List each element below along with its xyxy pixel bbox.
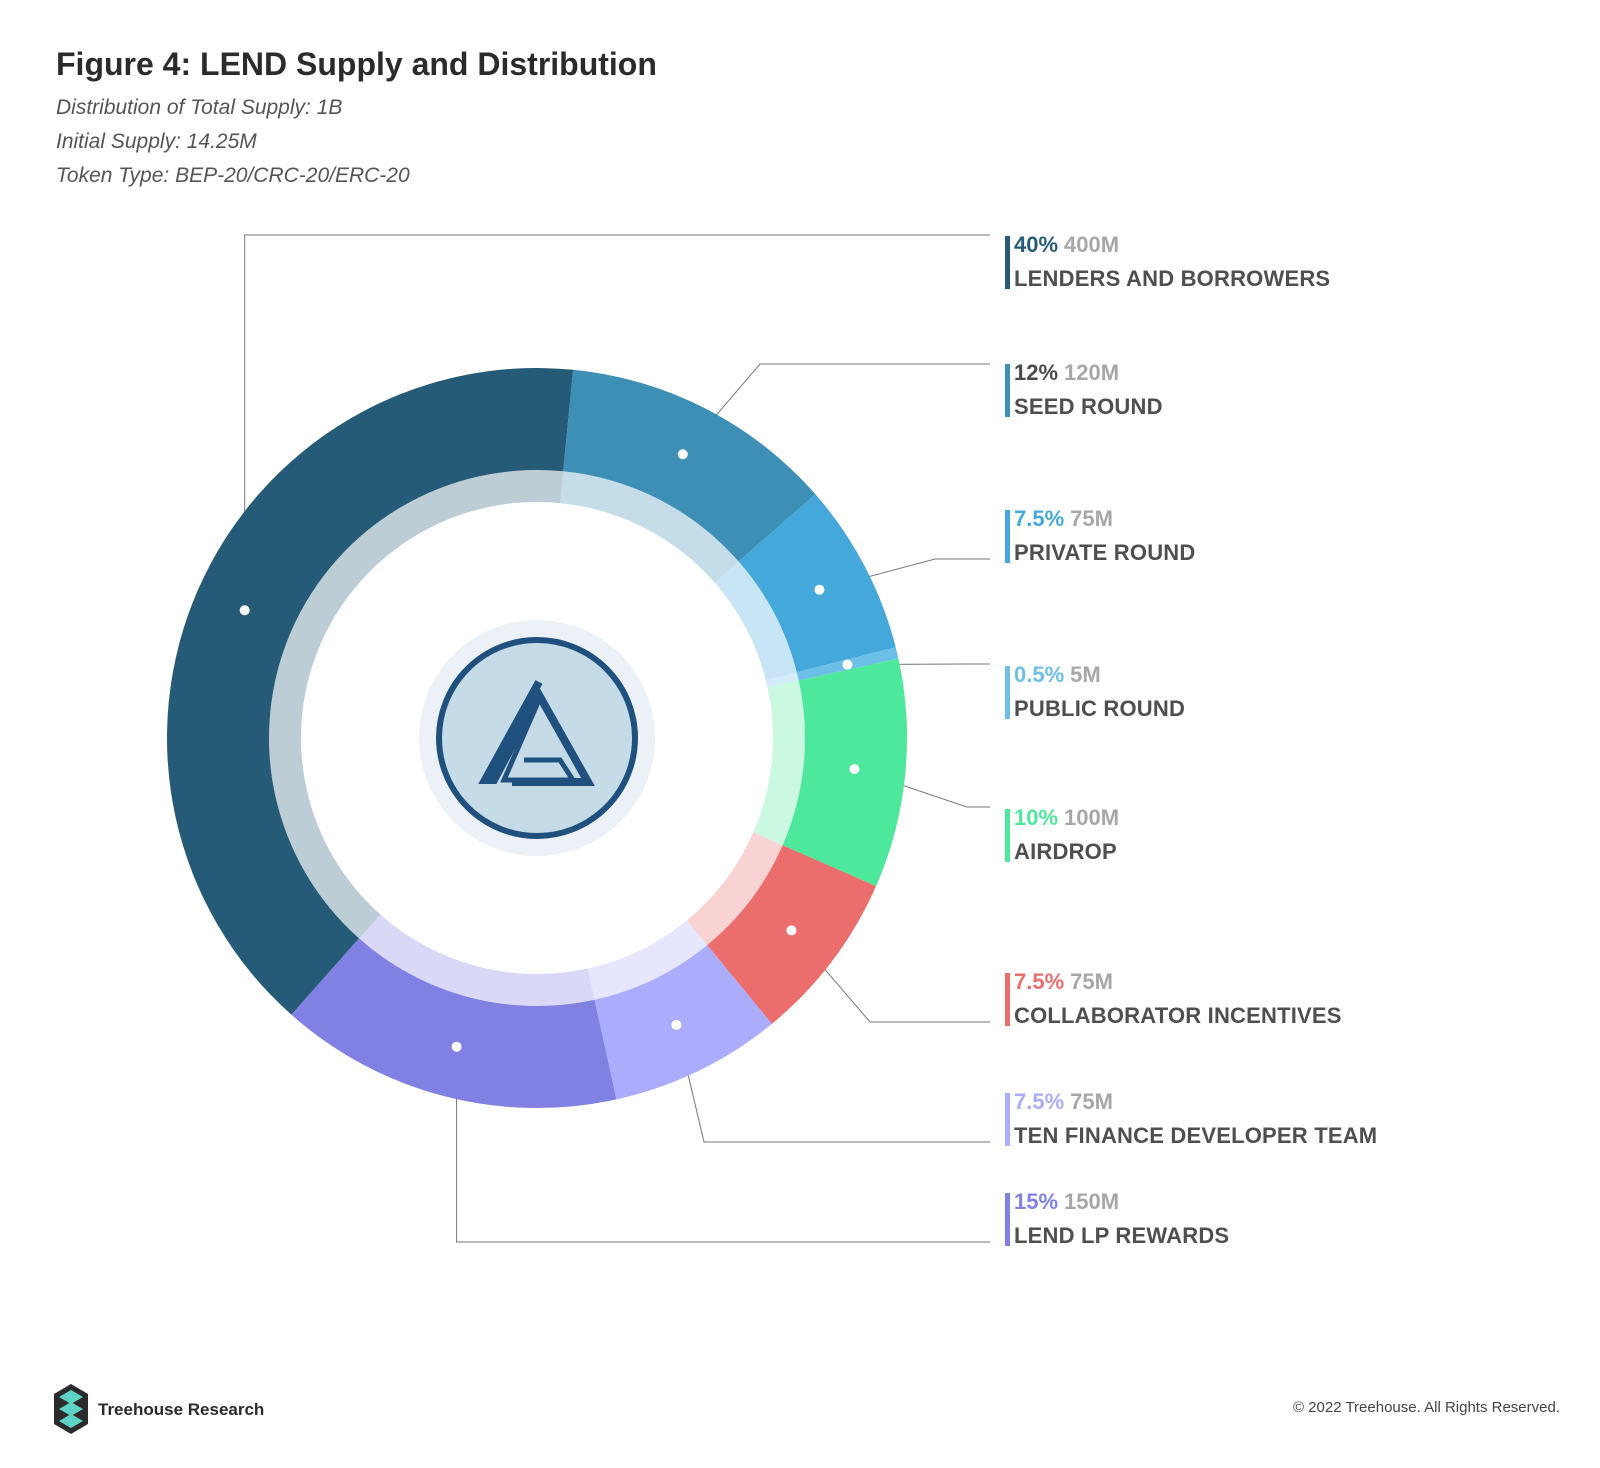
slice-seed-round <box>563 369 816 562</box>
slice-lenders-and-borrowers <box>166 368 574 1015</box>
chart-header: Figure 4: LEND Supply and Distribution D… <box>56 46 657 193</box>
legend-color-bar <box>1005 510 1010 563</box>
legend-amount: 400M <box>1064 232 1120 257</box>
treehouse-logo-icon <box>54 1384 88 1434</box>
legend-item-lenders-and-borrowers: 40% 400M LENDERS AND BORROWERS <box>1005 232 1331 292</box>
legend-percent: 7.5% <box>1014 506 1065 531</box>
footer-brand: Treehouse Research <box>54 1384 264 1436</box>
legend-item-seed-round: 12% 120M SEED ROUND <box>1005 360 1163 420</box>
marker-ten-finance-developer-team <box>671 1019 682 1030</box>
legend-item-lend-lp-rewards: 15% 150M LEND LP REWARDS <box>1005 1189 1230 1249</box>
legend-item-collaborator-incentives: 7.5% 75M COLLABORATOR INCENTIVES <box>1005 969 1342 1029</box>
legend-color-bar <box>1005 364 1010 417</box>
legend-item-ten-finance-developer-team: 7.5% 75M TEN FINANCE DEVELOPER TEAM <box>1005 1089 1378 1149</box>
legend-label: COLLABORATOR INCENTIVES <box>1014 1003 1342 1028</box>
legend-label: PUBLIC ROUND <box>1014 696 1186 721</box>
chart-title: Figure 4: LEND Supply and Distribution <box>56 46 657 82</box>
lend-logo-icon <box>419 620 655 856</box>
slice-inner-public-round <box>765 672 799 688</box>
marker-collaborator-incentives <box>786 925 797 936</box>
marker-lenders-and-borrowers <box>239 605 250 616</box>
marker-airdrop <box>849 764 860 775</box>
slice-ten-finance-developer-team <box>594 945 772 1100</box>
slice-lend-lp-rewards <box>291 938 617 1109</box>
marker-private-round <box>814 584 825 595</box>
subtitle-initial-supply: Initial Supply: 14.25M <box>56 130 257 153</box>
legend-color-bar <box>1005 1193 1010 1246</box>
slice-inner-ten-finance-developer-team <box>587 920 708 1000</box>
slice-inner-collaborator-incentives <box>686 832 783 946</box>
legend-label: LENDERS AND BORROWERS <box>1014 266 1331 291</box>
legend-label: AIRDROP <box>1014 839 1117 864</box>
legend-color-bar <box>1005 809 1010 862</box>
marker-public-round <box>842 659 853 670</box>
slice-inner-lenders-and-borrowers <box>268 470 564 939</box>
slice-inner-seed-round <box>560 471 739 583</box>
subtitle-total-supply: Distribution of Total Supply: 1B <box>56 96 343 119</box>
legend-percent: 7.5% <box>1014 1089 1065 1114</box>
legend-color-bar <box>1005 666 1010 719</box>
legend-color-bar <box>1005 973 1010 1026</box>
legend-item-private-round: 7.5% 75M PRIVATE ROUND <box>1005 506 1196 566</box>
legend-label: PRIVATE ROUND <box>1014 540 1196 565</box>
legend-label: LEND LP REWARDS <box>1014 1223 1230 1248</box>
marker-lend-lp-rewards <box>451 1041 462 1052</box>
slice-inner-lend-lp-rewards <box>359 914 595 1006</box>
legend-percent: 10% <box>1014 805 1059 830</box>
legend-amount: 75M <box>1070 969 1113 994</box>
donut-slices <box>166 368 907 1109</box>
connector-lend-lp-rewards <box>456 1046 990 1243</box>
legend-amount: 150M <box>1064 1189 1120 1214</box>
legend-label: TEN FINANCE DEVELOPER TEAM <box>1014 1123 1378 1148</box>
legend-percent: 15% <box>1014 1189 1059 1214</box>
brand-name: Treehouse Research <box>98 1400 265 1419</box>
legend-percent: 12% <box>1014 360 1059 385</box>
legend-percent: 40% <box>1014 232 1059 257</box>
subtitle-token-type: Token Type: BEP-20/CRC-20/ERC-20 <box>56 164 410 187</box>
legend-amount: 5M <box>1070 662 1101 687</box>
legend-item-public-round: 0.5% 5M PUBLIC ROUND <box>1005 662 1186 722</box>
legend-amount: 75M <box>1070 1089 1113 1114</box>
legend-label: SEED ROUND <box>1014 394 1163 419</box>
slice-inner-airdrop <box>753 680 805 846</box>
slice-inner-private-round <box>714 561 797 681</box>
marker-seed-round <box>677 449 688 460</box>
legend-amount: 75M <box>1070 506 1113 531</box>
slice-private-round <box>738 494 896 673</box>
copyright-text: © 2022 Treehouse. All Rights Reserved. <box>1292 1399 1560 1416</box>
slice-markers <box>239 449 860 1052</box>
connector-lenders-and-borrowers <box>244 234 990 611</box>
slice-airdrop <box>782 658 907 887</box>
legend-item-airdrop: 10% 100M AIRDROP <box>1005 805 1120 865</box>
legend-percent: 0.5% <box>1014 662 1065 687</box>
legend-color-bar <box>1005 236 1010 289</box>
legend-color-bar <box>1005 1093 1010 1146</box>
legend-amount: 120M <box>1064 360 1120 385</box>
legend-percent: 7.5% <box>1014 969 1065 994</box>
legend-amount: 100M <box>1064 805 1120 830</box>
